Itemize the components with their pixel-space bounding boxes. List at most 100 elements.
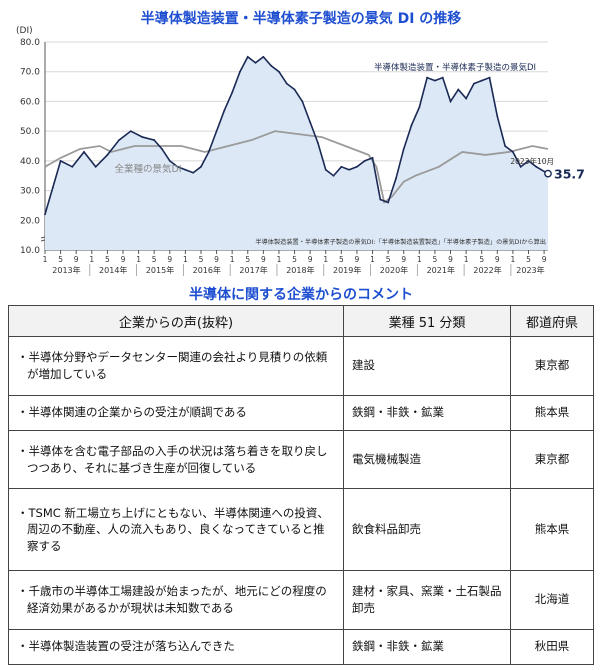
x-tick-label: 9 — [261, 255, 266, 264]
table-header-row: 企業からの声(抜粋) 業種 51 分類 都道府県 — [8, 305, 594, 337]
semiconductor-di-point — [363, 159, 366, 162]
x-year-label: 2015年 — [146, 265, 174, 275]
x-tick-label: 5 — [152, 255, 157, 264]
semiconductor-di-point — [340, 165, 343, 168]
table-row: ・半導体製造装置の受注が落ち込んできた 鉄鋼・非鉄・鉱業 秋田県 — [8, 628, 594, 665]
header-voice: 企業からの声(抜粋) — [8, 305, 344, 337]
semiconductor-di-point — [254, 61, 257, 64]
y-tick-label: 40.0 — [20, 157, 40, 167]
voice-text: ・千歳市の半導体工場建設が始まったが、地元にどの程度の経済効果があるかが現状は未… — [17, 584, 327, 615]
semiconductor-di-area — [45, 56, 548, 250]
x-tick-label: 1 — [370, 255, 375, 264]
semiconductor-di-point — [231, 91, 234, 94]
comments-table: 企業からの声(抜粋) 業種 51 分類 都道府県 ・半導体分野やデータセンター関… — [8, 305, 594, 665]
semiconductor-di-point — [473, 82, 475, 85]
pref-cell: 熊本県 — [510, 394, 594, 431]
x-tick-label: 1 — [464, 255, 469, 264]
last-month-label: 2023年10月 — [510, 156, 554, 166]
semiconductor-di-point — [176, 165, 179, 168]
x-year-label: 2020年 — [380, 265, 408, 275]
pref-cell: 熊本県 — [510, 488, 594, 571]
semiconductor-di-point — [324, 168, 327, 171]
semiconductor-di-point — [118, 139, 120, 141]
x-tick-label: 9 — [448, 255, 453, 264]
pref-cell: 北海道 — [510, 570, 594, 630]
x-tick-label: 1 — [230, 255, 235, 264]
semiconductor-di-point — [426, 76, 429, 79]
voice-cell: ・半導体を含む電子部品の入手の状況は落ち着きを取り戻しつつあり、それに基づき生産… — [8, 429, 344, 490]
x-tick-label: 9 — [214, 255, 219, 264]
semiconductor-di-point — [207, 151, 210, 153]
semiconductor-di-point — [301, 100, 304, 103]
semiconductor-di-point — [223, 109, 226, 112]
x-tick-label: 5 — [58, 255, 63, 264]
x-year-label: 2018年 — [286, 265, 314, 275]
semiconductor-di-point — [410, 124, 413, 127]
semiconductor-di-point — [59, 159, 62, 162]
x-tick-label: 9 — [495, 255, 500, 264]
last-value-marker — [544, 169, 552, 178]
y-tick-label: 30.0 — [20, 187, 40, 197]
semiconductor-di-point — [293, 88, 296, 91]
source-note: 半導体製造装置・半導体素子製造の景気DI:「半導体製造装置製造」「半導体素子製造… — [255, 238, 546, 246]
x-year-label: 2017年 — [239, 265, 267, 275]
table-row: ・半導体分野やデータセンター関連の会社より見積りの依頼が増加している 建設 東京… — [8, 336, 594, 396]
semiconductor-di-point — [480, 79, 483, 82]
x-tick-label: 9 — [401, 255, 406, 264]
x-tick-label: 9 — [121, 255, 126, 264]
industry-cell: 飲食料品卸売 — [343, 488, 511, 571]
semiconductor-di-point — [129, 130, 132, 133]
semiconductor-di-point — [465, 97, 468, 100]
y-tick-label: 10.0 — [20, 246, 40, 256]
x-tick-label: 5 — [479, 255, 484, 264]
semiconductor-di-point — [434, 79, 436, 82]
x-tick-label: 9 — [167, 255, 172, 264]
semiconductor-di-point — [262, 55, 265, 58]
semiconductor-di-point — [168, 159, 171, 162]
semiconductor-di-point — [309, 121, 312, 124]
semiconductor-di-point — [161, 148, 163, 150]
x-tick-label: 5 — [339, 255, 344, 264]
semiconductor-di-point — [441, 76, 444, 79]
semiconductor-di-point — [418, 106, 421, 109]
semiconductor-di-point — [535, 165, 538, 168]
table-row: ・TSMC 新工場立ち上げにともない、半導体関連への投資、周辺の不動産、人の流入… — [8, 488, 594, 571]
x-tick-label: 1 — [277, 255, 282, 264]
x-tick-label: 1 — [136, 255, 141, 264]
x-tick-label: 1 — [511, 255, 516, 264]
semiconductor-di-point — [141, 136, 144, 138]
semiconductor-di-point — [153, 139, 156, 141]
voice-cell: ・TSMC 新工場立ち上げにともない、半導体関連への投資、周辺の不動産、人の流入… — [8, 488, 344, 571]
semiconductor-di-point — [512, 151, 514, 153]
di-chart: 10.020.030.040.050.060.070.080.0(DI)1 5 92… — [16, 26, 585, 276]
semiconductor-di-point — [527, 159, 530, 162]
x-year-label: 2021年 — [427, 265, 455, 275]
table-row: ・半導体を含む電子部品の入手の状況は落ち着きを取り戻しつつあり、それに基づき生産… — [8, 429, 594, 490]
chart-title: 半導体製造装置・半導体素子製造の景気 DI の推移 — [140, 11, 462, 27]
x-tick-label: 1 — [183, 255, 188, 264]
semiconductor-di-point — [488, 76, 491, 79]
voice-cell: ・半導体分野やデータセンター関連の会社より見積りの依頼が増加している — [8, 336, 344, 396]
semiconductor-di-point — [449, 100, 452, 103]
pref-cell: 秋田県 — [510, 628, 594, 665]
semiconductor-di-point — [457, 88, 460, 91]
semiconductor-di-point — [44, 213, 46, 216]
semiconductor-di-point — [184, 168, 187, 171]
semiconductor-di-point — [246, 55, 249, 58]
x-tick-label: 5 — [433, 255, 438, 264]
x-tick-label: 5 — [105, 255, 110, 264]
semiconductor-di-point — [317, 142, 319, 144]
comments-title: 半導体に関する企業からのコメント — [189, 287, 413, 303]
y-tick-label: 60.0 — [20, 97, 40, 107]
x-tick-label: 5 — [245, 255, 250, 264]
industry-cell: 建材・家具、窯業・土石製品卸売 — [343, 570, 511, 630]
semiconductor-di-point — [215, 130, 218, 133]
x-year-label: 2019年 — [333, 265, 361, 275]
x-tick-label: 1 — [43, 255, 48, 264]
x-year-label: 2016年 — [193, 265, 221, 275]
y-tick-label: 80.0 — [20, 38, 40, 48]
semiconductor-di-point — [519, 165, 522, 168]
voice-text: ・半導体関連の企業からの受注が順調である — [17, 405, 247, 420]
pref-cell: 東京都 — [510, 429, 594, 490]
semiconductor-di-point — [83, 151, 85, 153]
